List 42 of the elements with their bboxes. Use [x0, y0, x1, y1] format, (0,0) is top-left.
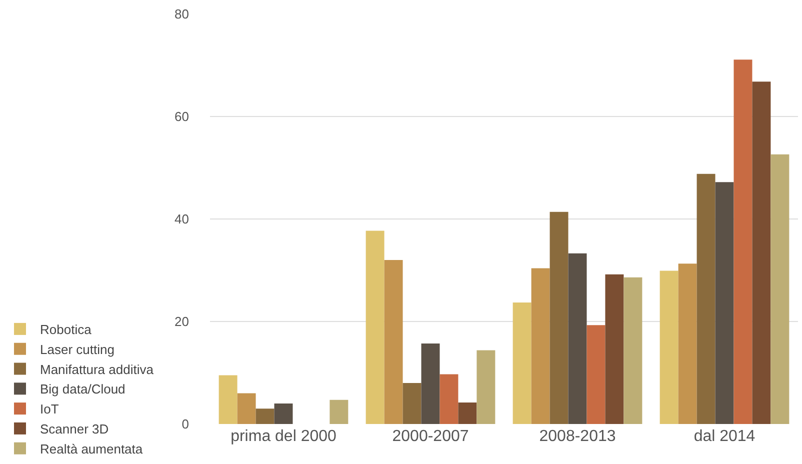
bar	[586, 325, 606, 424]
y-tick-label: 80	[174, 6, 189, 22]
bar	[770, 154, 790, 424]
bar	[330, 400, 348, 424]
legend-label: IoT	[40, 402, 59, 417]
bar	[696, 174, 716, 424]
bar	[402, 383, 422, 424]
bar	[512, 302, 532, 424]
bar	[734, 60, 752, 424]
legend-label: Robotica	[40, 322, 92, 338]
legend-label: Realtà aumentata	[40, 441, 144, 456]
bar	[476, 350, 496, 424]
bar	[752, 82, 771, 424]
bar	[531, 268, 550, 424]
bar	[256, 408, 274, 424]
legend-label: Scanner 3D	[40, 422, 109, 437]
bar	[274, 404, 293, 424]
bar	[715, 182, 734, 424]
y-tick-label: 60	[174, 109, 189, 124]
bar	[237, 393, 256, 424]
x-tick-label: dal 2014	[694, 428, 756, 445]
legend-label: Manifattura additiva	[40, 362, 154, 377]
bar	[678, 264, 697, 424]
x-tick-label: prima del 2000	[230, 428, 337, 445]
bar	[550, 212, 568, 424]
x-tick-label: 2008-2013	[539, 428, 616, 445]
y-tick-label: 20	[174, 314, 189, 330]
bar	[384, 260, 403, 424]
legend-label: Laser cutting	[40, 342, 114, 357]
bar	[218, 375, 238, 424]
bar	[440, 374, 458, 424]
bar	[458, 402, 477, 424]
legend-label: Big data/Cloud	[40, 382, 126, 397]
bar	[421, 344, 440, 424]
bar	[660, 270, 678, 424]
x-tick-label: 2000-2007	[392, 428, 469, 445]
y-tick-label: 0	[182, 416, 189, 432]
bar	[568, 253, 587, 424]
bar	[624, 277, 642, 424]
y-tick-label: 40	[174, 212, 189, 227]
bar	[366, 230, 384, 424]
bar	[605, 274, 624, 424]
